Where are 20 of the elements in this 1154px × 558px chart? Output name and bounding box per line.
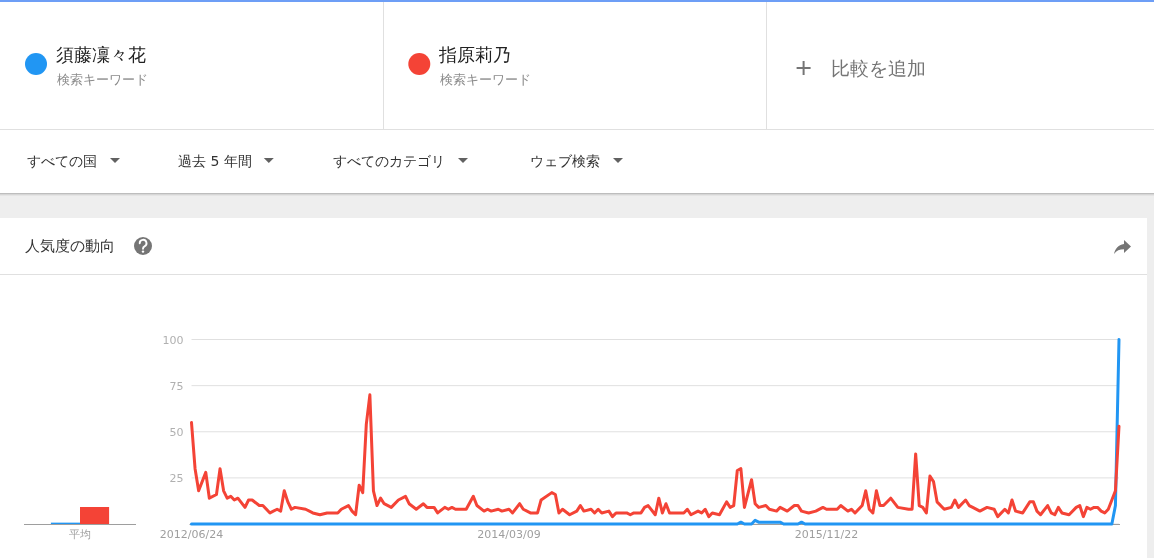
line-series xyxy=(190,338,1121,526)
legend-label: 須藤凜々花 xyxy=(56,44,146,65)
text: ウェブ検索 xyxy=(530,153,600,169)
chart-title: 人気度の動向 xyxy=(25,237,115,255)
text: すべてのカテゴリ xyxy=(333,153,445,169)
text: 過去 5 年間 xyxy=(178,153,252,169)
x-tick-label: 平均 xyxy=(69,528,91,541)
text: すべての国 xyxy=(27,153,97,169)
y-tick-label: 100 xyxy=(162,333,184,347)
y-tick-label: 25 xyxy=(169,471,184,485)
x-tick-label: 2012/06/24 xyxy=(159,528,224,541)
x-tick-label: 2015/11/22 xyxy=(794,528,859,541)
x-tick-label: 2014/03/09 xyxy=(477,528,541,541)
legend-label: 指原莉乃 xyxy=(438,44,512,65)
y-tick-label: 75 xyxy=(169,379,184,393)
text: 検索キーワード xyxy=(440,72,532,87)
line-series xyxy=(190,393,1121,519)
text: 検索キーワード xyxy=(57,72,148,87)
y-tick-label: 50 xyxy=(169,425,184,439)
text: 比較を追加 xyxy=(830,57,926,79)
